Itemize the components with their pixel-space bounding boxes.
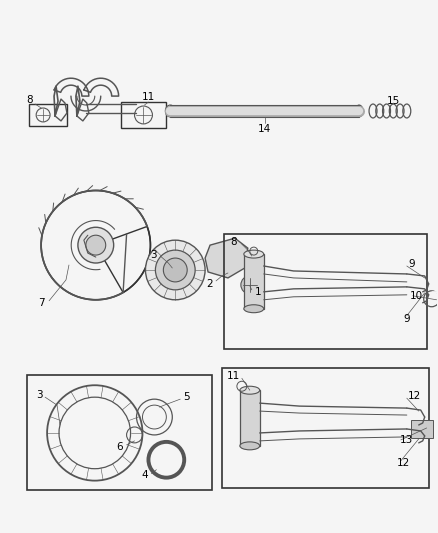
Circle shape <box>155 250 195 290</box>
Text: 1: 1 <box>254 287 261 297</box>
Bar <box>244 254 264 309</box>
Text: 8: 8 <box>26 95 32 105</box>
Bar <box>240 390 260 446</box>
Text: 15: 15 <box>387 96 400 106</box>
Text: 11: 11 <box>142 92 155 102</box>
Text: 3: 3 <box>36 390 42 400</box>
Ellipse shape <box>240 442 260 450</box>
Circle shape <box>241 276 259 294</box>
Circle shape <box>163 258 187 282</box>
Bar <box>120 102 166 128</box>
Text: 11: 11 <box>227 372 240 381</box>
Text: 6: 6 <box>117 442 123 452</box>
Bar <box>222 368 429 488</box>
Ellipse shape <box>355 105 363 117</box>
Bar <box>411 420 433 438</box>
Bar <box>29 104 67 126</box>
Polygon shape <box>205 238 248 278</box>
Text: 13: 13 <box>400 435 413 445</box>
Ellipse shape <box>165 105 175 117</box>
Text: 7: 7 <box>38 298 44 308</box>
Text: 9: 9 <box>403 313 410 324</box>
Ellipse shape <box>244 305 264 313</box>
Text: 8: 8 <box>230 237 237 247</box>
Text: 10: 10 <box>410 291 423 301</box>
Text: 3: 3 <box>150 250 157 260</box>
Ellipse shape <box>244 250 264 258</box>
Text: 9: 9 <box>409 259 415 269</box>
Bar <box>27 375 212 490</box>
Circle shape <box>86 235 106 255</box>
Text: 5: 5 <box>183 392 190 402</box>
Circle shape <box>145 240 205 300</box>
Text: 12: 12 <box>408 391 421 401</box>
Ellipse shape <box>240 386 260 394</box>
Text: 4: 4 <box>141 470 148 480</box>
Polygon shape <box>96 227 150 293</box>
Text: 14: 14 <box>258 124 271 134</box>
Circle shape <box>78 227 114 263</box>
Text: 12: 12 <box>397 458 410 468</box>
Text: 2: 2 <box>207 279 213 289</box>
Bar <box>224 234 427 350</box>
